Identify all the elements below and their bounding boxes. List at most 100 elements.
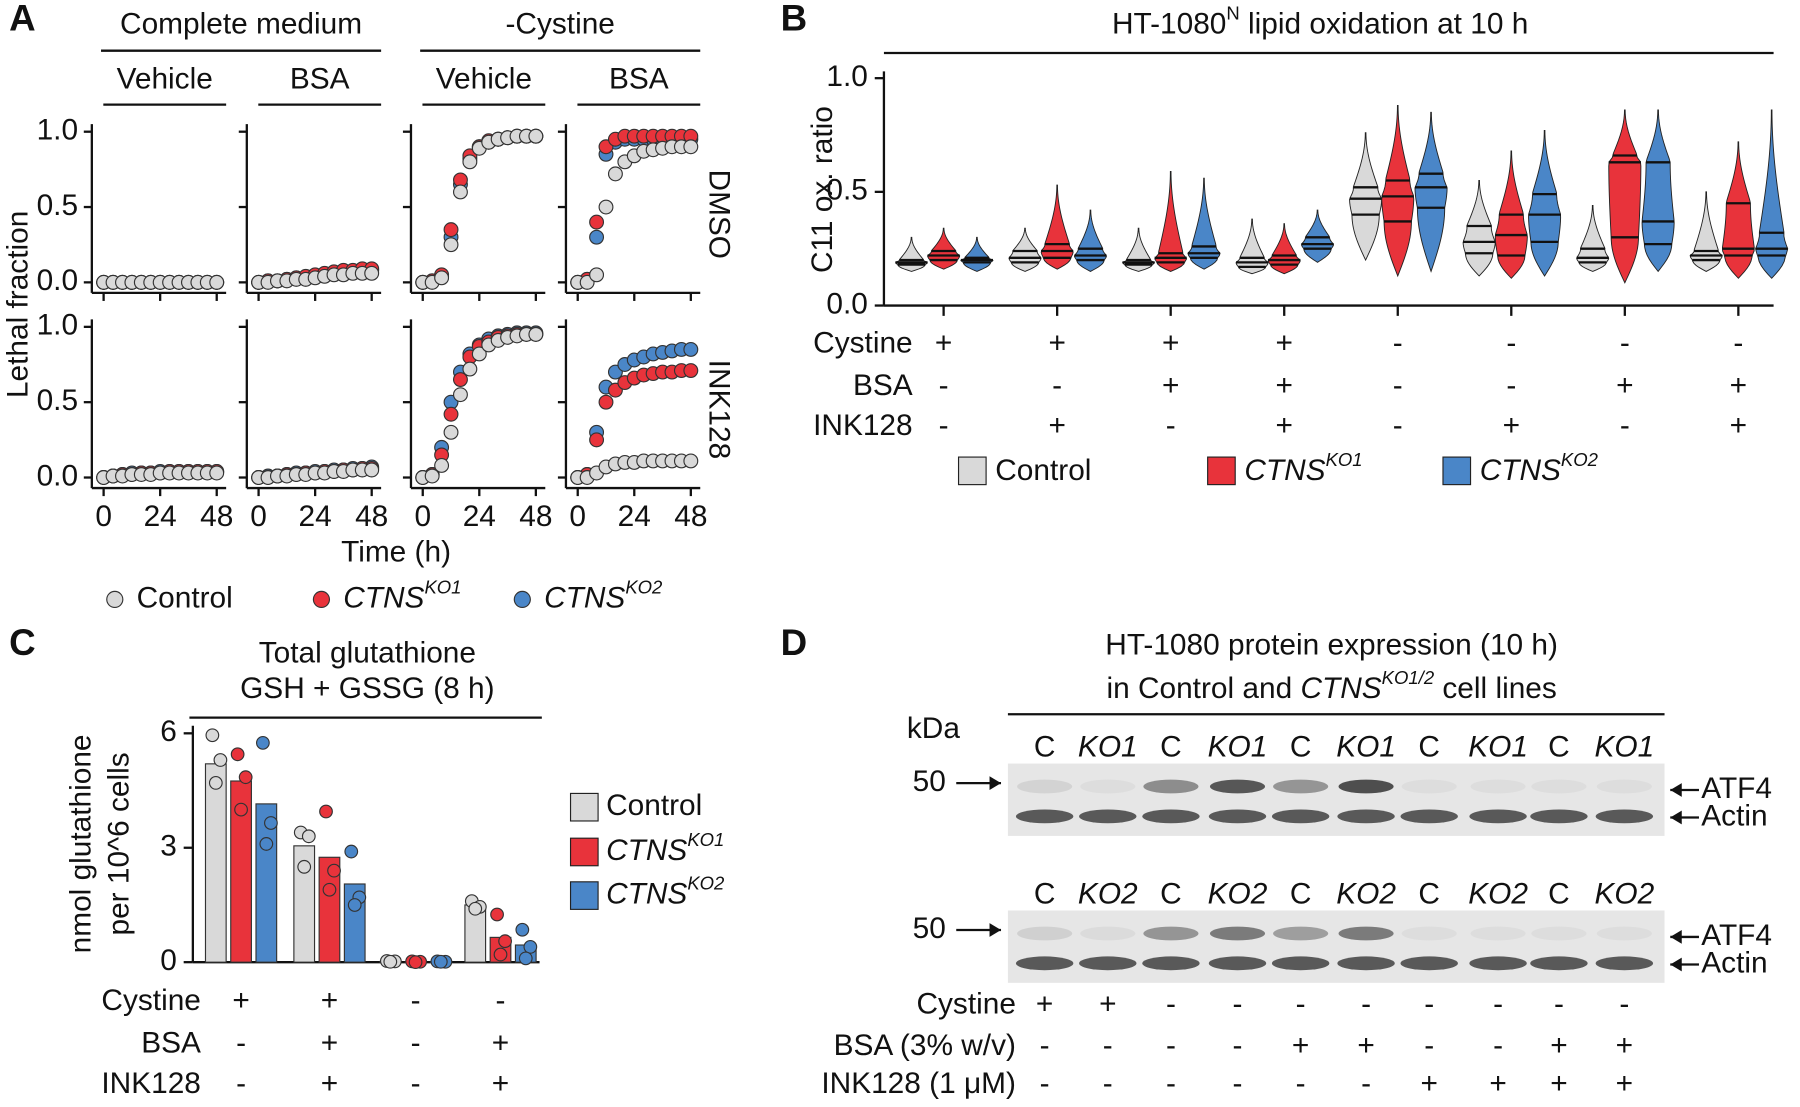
condition-sign: +	[1276, 369, 1293, 402]
marker-label: 50	[913, 912, 946, 945]
condition-sign: -	[1493, 1029, 1503, 1062]
column-group-header: Complete medium	[120, 7, 362, 40]
band	[1273, 926, 1329, 941]
bar	[293, 845, 316, 963]
band	[1143, 779, 1199, 794]
data-point	[434, 270, 450, 286]
y-tick-label: 3	[160, 830, 177, 863]
condition-sign: -	[1166, 988, 1176, 1021]
band	[1470, 779, 1526, 794]
arrow-head	[989, 923, 1002, 937]
panel-letter: A	[9, 0, 36, 39]
legend-label: CTNSKO2	[1480, 449, 1599, 486]
band	[1595, 809, 1654, 824]
panel-letter: C	[9, 622, 36, 663]
replicate-point	[213, 753, 228, 767]
legend-swatch	[1207, 456, 1236, 486]
replicate-point	[433, 954, 448, 969]
text-part: N	[1226, 3, 1239, 24]
condition-sign: -	[1103, 1029, 1113, 1062]
condition-sign: -	[1733, 326, 1743, 359]
band	[1079, 809, 1137, 824]
text-part: KO1	[424, 577, 461, 598]
condition-label: Cystine	[813, 326, 912, 359]
legend-swatch	[569, 792, 599, 822]
replicate-point	[523, 940, 538, 954]
condition-sign: +	[1276, 326, 1293, 359]
lane-label: C	[1160, 731, 1182, 764]
band	[1531, 926, 1587, 941]
arrow-head	[1670, 957, 1682, 972]
data-point	[424, 468, 440, 484]
condition-sign: -	[1166, 1067, 1176, 1100]
text-part: Control	[995, 454, 1091, 487]
condition-sign: +	[321, 1027, 338, 1060]
data-point	[589, 267, 605, 283]
band	[1596, 926, 1652, 941]
band	[1400, 956, 1458, 971]
data-point	[528, 128, 544, 144]
text-part: lipid oxidation at 10 h	[1240, 7, 1529, 40]
text-part: CTNS	[606, 877, 687, 910]
replicate-point	[383, 954, 398, 969]
data-point	[683, 139, 699, 155]
data-point	[443, 424, 459, 440]
data-point	[683, 341, 699, 357]
band	[1015, 956, 1074, 971]
condition-sign: -	[1103, 1067, 1113, 1100]
legend-label: Control	[137, 581, 233, 614]
condition-sign: +	[1616, 369, 1633, 402]
condition-sign: +	[1616, 1067, 1633, 1100]
arrow-head	[1670, 810, 1682, 825]
data-point	[443, 222, 459, 238]
text-part: cell lines	[1434, 672, 1557, 705]
condition-sign: -	[1361, 1067, 1371, 1100]
lane-label: KO1	[1208, 731, 1268, 764]
replicate-point	[468, 901, 483, 916]
chart-title: HT-1080 protein expression (10 h)	[1105, 628, 1558, 661]
data-point	[589, 214, 605, 230]
band	[1208, 956, 1267, 971]
legend-swatch	[569, 881, 599, 910]
condition-sign: +	[1730, 409, 1747, 442]
data-point	[683, 453, 699, 469]
condition-sign: +	[1048, 409, 1065, 442]
data-point	[598, 394, 614, 410]
x-tick-label: 48	[519, 500, 552, 533]
condition-sign: -	[496, 984, 506, 1017]
lane-label: KO1	[1078, 731, 1138, 764]
band	[1400, 809, 1458, 824]
lane-label: C	[1548, 877, 1570, 910]
lane-label: KO1	[1468, 731, 1528, 764]
violin	[960, 236, 994, 272]
replicate-point	[408, 955, 423, 970]
blot-image	[1007, 763, 1665, 836]
band	[1209, 779, 1266, 794]
x-tick-label: 24	[618, 500, 651, 533]
text-part: CTNS	[544, 581, 625, 614]
row-label: INK128	[703, 360, 736, 459]
band	[1595, 956, 1654, 971]
data-point	[364, 265, 380, 281]
condition-sign: -	[1424, 1029, 1434, 1062]
lane-label: C	[1290, 731, 1312, 764]
violin	[1267, 223, 1301, 275]
band	[1079, 956, 1137, 971]
marker-label: 50	[913, 765, 946, 798]
band	[1017, 779, 1073, 794]
band	[1470, 926, 1526, 941]
condition-sign: +	[1420, 1067, 1437, 1100]
condition-sign: +	[1276, 409, 1293, 442]
text-part: CTNS	[1300, 672, 1381, 705]
x-tick-label: 48	[355, 500, 388, 533]
condition-sign: +	[1357, 1029, 1374, 1062]
condition-sign: +	[1162, 369, 1179, 402]
band	[1142, 809, 1200, 824]
y-axis-title: nmol glutathione	[65, 734, 98, 953]
legend-label: Control	[606, 789, 702, 822]
y-tick-label: 0	[160, 944, 177, 977]
condition-sign: -	[1052, 369, 1062, 402]
condition-sign: -	[1040, 1029, 1050, 1062]
legend-swatch	[957, 456, 987, 486]
x-tick-label: 48	[674, 500, 707, 533]
